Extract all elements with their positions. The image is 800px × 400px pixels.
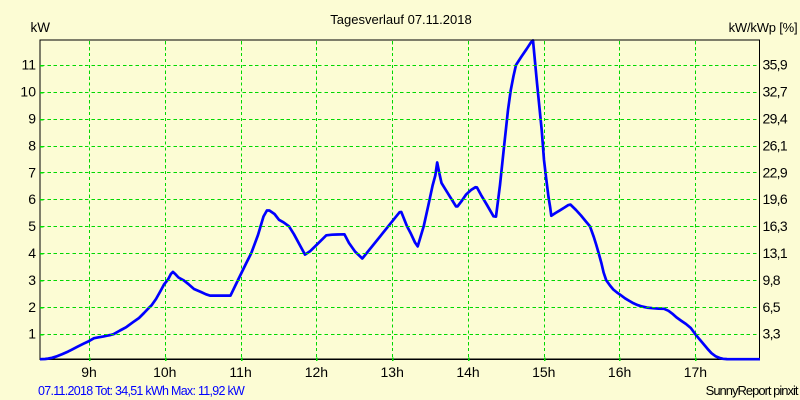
svg-text:4: 4 — [28, 245, 36, 261]
svg-text:12h: 12h — [305, 364, 328, 380]
svg-text:2: 2 — [28, 299, 36, 315]
svg-text:7: 7 — [28, 164, 36, 180]
svg-text:07.11.2018 Tot: 34,51 kWh Max:: 07.11.2018 Tot: 34,51 kWh Max: 11,92 kW — [38, 384, 245, 398]
svg-text:17h: 17h — [684, 364, 707, 380]
svg-text:5: 5 — [28, 218, 36, 234]
svg-text:9h: 9h — [81, 364, 97, 380]
svg-text:14h: 14h — [456, 364, 479, 380]
svg-text:29,4: 29,4 — [763, 111, 788, 127]
svg-text:16h: 16h — [608, 364, 631, 380]
svg-text:kW/kWp [%]: kW/kWp [%] — [729, 20, 798, 35]
svg-text:Tagesverlauf 07.11.2018: Tagesverlauf 07.11.2018 — [330, 12, 471, 27]
svg-text:35,9: 35,9 — [763, 57, 788, 73]
svg-text:1: 1 — [28, 326, 36, 342]
svg-text:3,3: 3,3 — [763, 326, 781, 342]
svg-text:11: 11 — [21, 57, 36, 73]
svg-text:16,3: 16,3 — [763, 218, 788, 234]
svg-text:10: 10 — [20, 84, 36, 100]
svg-text:8: 8 — [28, 137, 36, 153]
svg-text:26,1: 26,1 — [763, 137, 788, 153]
svg-text:9,8: 9,8 — [763, 272, 781, 288]
svg-text:22,9: 22,9 — [763, 164, 788, 180]
svg-text:3: 3 — [28, 272, 36, 288]
svg-text:6,5: 6,5 — [763, 299, 781, 315]
svg-text:19,6: 19,6 — [763, 191, 788, 207]
svg-text:10h: 10h — [153, 364, 176, 380]
svg-text:11h: 11h — [229, 364, 251, 380]
svg-text:13,1: 13,1 — [763, 245, 788, 261]
svg-text:15h: 15h — [532, 364, 555, 380]
svg-text:13h: 13h — [381, 364, 404, 380]
svg-text:kW: kW — [31, 20, 51, 35]
svg-text:32,7: 32,7 — [763, 84, 788, 100]
svg-text:SunnyReport pinxit: SunnyReport pinxit — [706, 383, 799, 398]
svg-text:9: 9 — [28, 111, 36, 127]
svg-text:6: 6 — [28, 191, 36, 207]
